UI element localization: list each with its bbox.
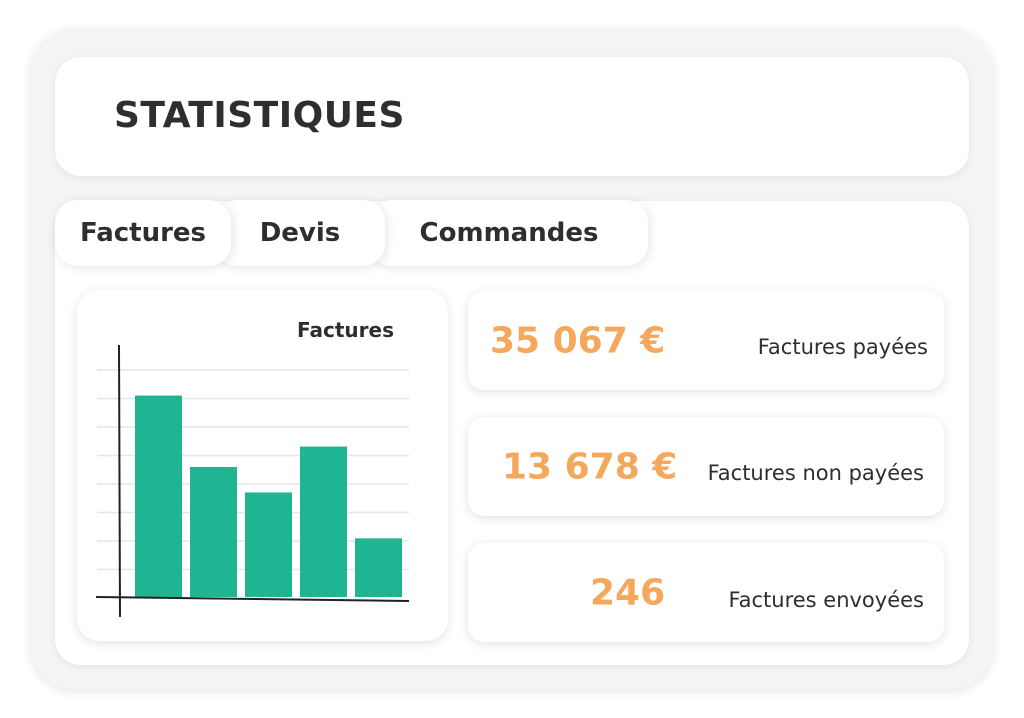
stat-label-unpaid: Factures non payées: [707, 461, 924, 485]
chart-bar: [190, 466, 237, 597]
tab-commandes[interactable]: Commandes: [370, 200, 648, 266]
stat-card-unpaid: 13 678 € Factures non payées: [468, 417, 944, 516]
chart-bar: [245, 492, 292, 597]
stat-value-sent: 246: [590, 572, 666, 613]
page-title: STATISTIQUES: [114, 95, 405, 136]
chart-y-axis: [118, 344, 121, 618]
stat-label-sent: Factures envoyées: [728, 588, 924, 612]
chart-title: Factures: [297, 318, 394, 342]
chart-card: Factures: [77, 290, 448, 641]
chart-bar: [135, 395, 182, 597]
chart-bar: [355, 538, 402, 597]
stat-card-sent: 246 Factures envoyées: [468, 543, 944, 642]
chart-bar: [300, 446, 347, 597]
tab-factures[interactable]: Factures: [55, 200, 231, 266]
stat-label-paid: Factures payées: [757, 335, 928, 359]
stat-value-paid: 35 067 €: [490, 320, 666, 361]
header-card: STATISTIQUES: [55, 57, 969, 176]
chart-x-axis: [95, 596, 410, 602]
stat-value-unpaid: 13 678 €: [502, 446, 678, 487]
bar-chart: [95, 344, 410, 618]
stat-card-paid: 35 067 € Factures payées: [468, 291, 944, 390]
tab-devis[interactable]: Devis: [215, 200, 385, 266]
